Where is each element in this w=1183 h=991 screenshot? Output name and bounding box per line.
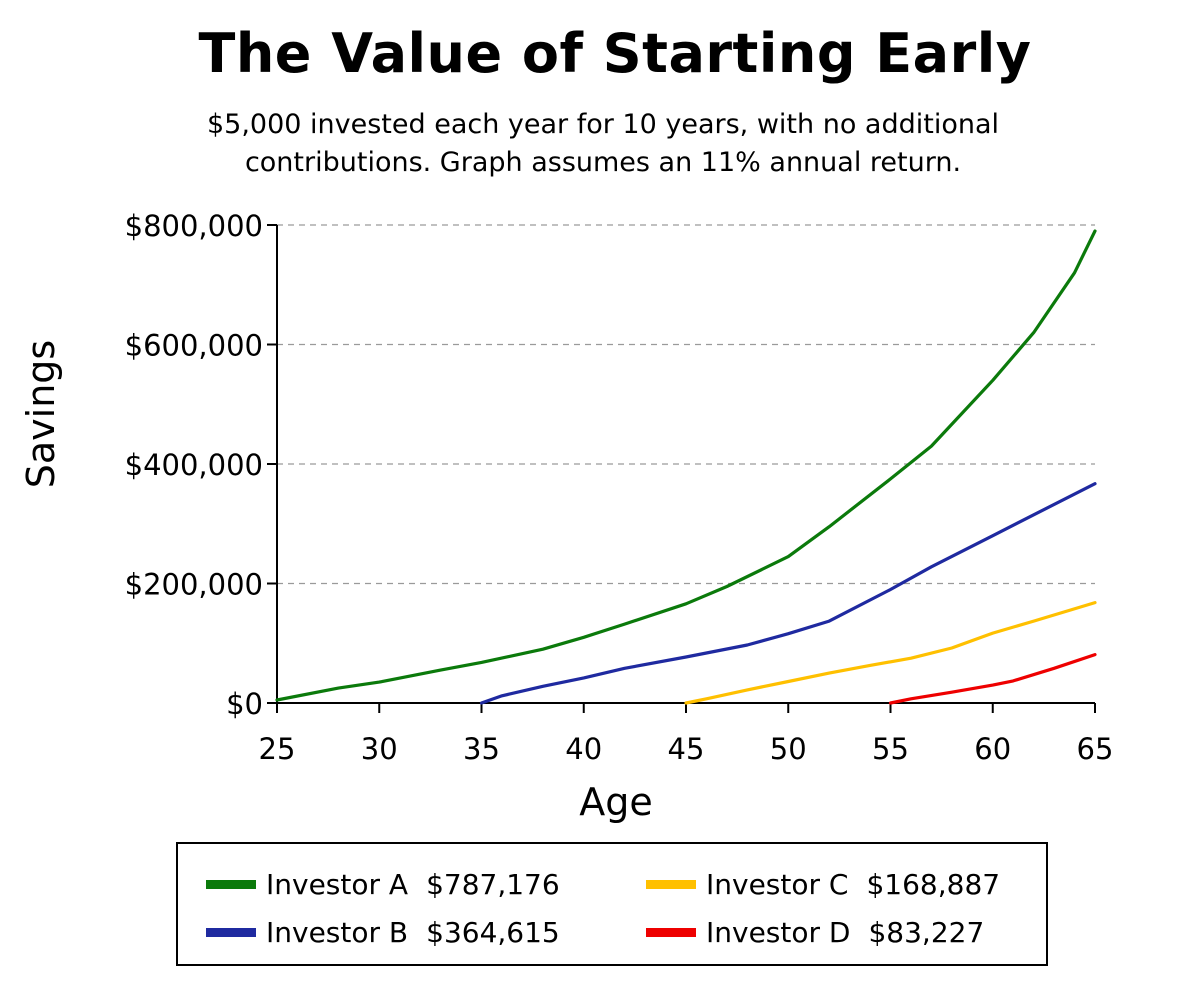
y-tick-label-2: $400,000	[125, 448, 263, 482]
x-tick-label-5: 50	[770, 732, 807, 766]
legend-label-investor-b: Investor B	[266, 916, 409, 949]
y-axis-title: Savings	[19, 340, 63, 488]
legend-label-investor-d: Investor D	[706, 916, 851, 949]
x-tick-label-1: 30	[361, 732, 398, 766]
x-tick-label-0: 25	[259, 732, 296, 766]
x-tick-label-8: 65	[1077, 732, 1114, 766]
legend-swatch-investor-c	[646, 880, 696, 889]
subtitle-line-1: $5,000 invested each year for 10 years, …	[206, 109, 1000, 140]
line-chart: $0 $200,000 $400,000 $600,000 $800,000 25 30 35…	[19, 209, 1114, 824]
series-line-investor-d	[888, 653, 1097, 705]
y-tick-label-0: $0	[226, 687, 263, 721]
legend-value-investor-d: $83,227	[868, 916, 985, 949]
x-tick-label-6: 55	[872, 732, 909, 766]
x-tick-label-2: 35	[463, 732, 500, 766]
legend-item-investor-c: Investor C $168,887	[646, 868, 1000, 901]
x-tick-label-4: 45	[668, 732, 705, 766]
legend-label-investor-a: Investor A	[266, 868, 409, 901]
legend-item-investor-d: Investor D $83,227	[646, 916, 984, 949]
legend-item-investor-a: Investor A $787,176	[206, 868, 560, 901]
x-axis-title: Age	[579, 780, 653, 824]
legend-swatch-investor-b	[206, 928, 256, 937]
legend-value-investor-c: $168,887	[866, 868, 1001, 901]
legend-value-investor-a: $787,176	[426, 868, 560, 901]
series-line-investor-a	[275, 229, 1097, 702]
series-line-investor-c	[684, 601, 1097, 705]
legend-label-investor-c: Investor C	[706, 868, 849, 901]
chart-legend: Investor A $787,176 Investor B $364,615 …	[176, 842, 1048, 966]
legend-item-investor-b: Investor B $364,615	[206, 916, 560, 949]
chart-title: The Value of Starting Early	[198, 22, 1032, 85]
legend-value-investor-b: $364,615	[426, 916, 560, 949]
y-tick-label-4: $800,000	[125, 209, 263, 243]
legend-swatch-investor-a	[206, 880, 256, 889]
x-tick-label-7: 60	[974, 732, 1011, 766]
x-tick-label-3: 40	[565, 732, 602, 766]
y-tick-label-1: $200,000	[125, 568, 263, 602]
legend-swatch-investor-d	[646, 928, 696, 937]
chart-subtitle: $5,000 invested each year for 10 years, …	[0, 106, 1183, 182]
subtitle-line-2: contributions. Graph assumes an 11% annu…	[244, 147, 962, 178]
series-line-investor-b	[479, 482, 1097, 705]
y-tick-label-3: $600,000	[125, 329, 263, 363]
